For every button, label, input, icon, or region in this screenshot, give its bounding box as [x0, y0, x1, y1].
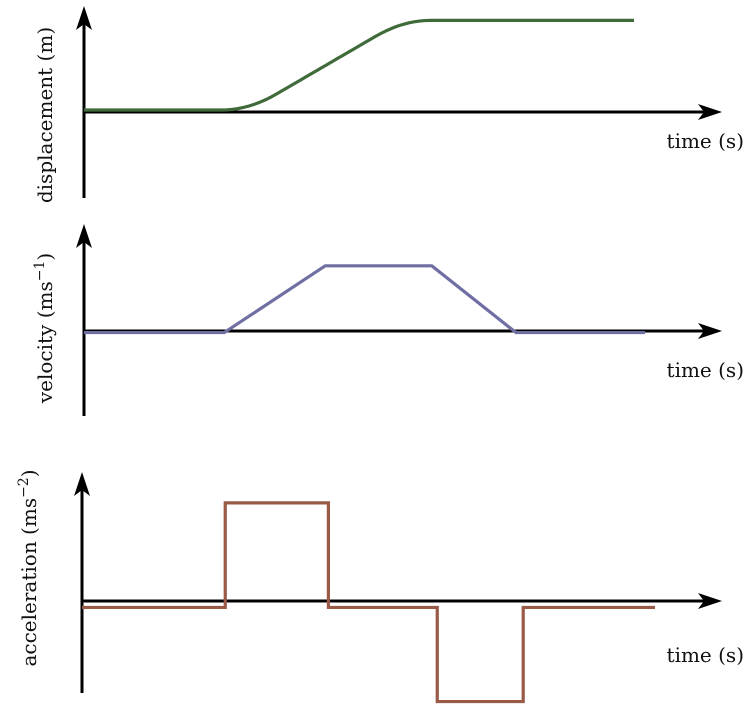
acceleration-series-line	[82, 501, 655, 704]
velocity-unit-exponent: −1	[32, 261, 48, 282]
acceleration-x-axis-label: time (s)	[667, 643, 744, 667]
velocity-y-arrowhead	[76, 224, 92, 248]
displacement-x-arrowhead	[698, 104, 722, 120]
acceleration-y-axis-label: acceleration (ms−2)	[16, 469, 41, 666]
acceleration-x-arrowhead	[698, 593, 722, 609]
acceleration-panel: time (s) acceleration (ms−2)	[16, 469, 744, 704]
acceleration-y-arrowhead	[74, 472, 90, 496]
velocity-y-axis-label: velocity (ms−1)	[32, 253, 57, 404]
velocity-panel: time (s) velocity (ms−1)	[32, 224, 744, 416]
acceleration-unit-exponent: −2	[16, 477, 32, 498]
displacement-series-line	[84, 18, 634, 112]
displacement-y-arrowhead	[76, 6, 92, 30]
displacement-x-axis-label: time (s)	[667, 129, 744, 153]
displacement-y-axis-label: displacement (m)	[33, 27, 57, 203]
displacement-panel: time (s) displacement (m)	[33, 6, 744, 203]
velocity-x-arrowhead	[698, 323, 722, 339]
velocity-x-axis-label: time (s)	[667, 358, 744, 382]
velocity-series-line	[84, 264, 645, 335]
